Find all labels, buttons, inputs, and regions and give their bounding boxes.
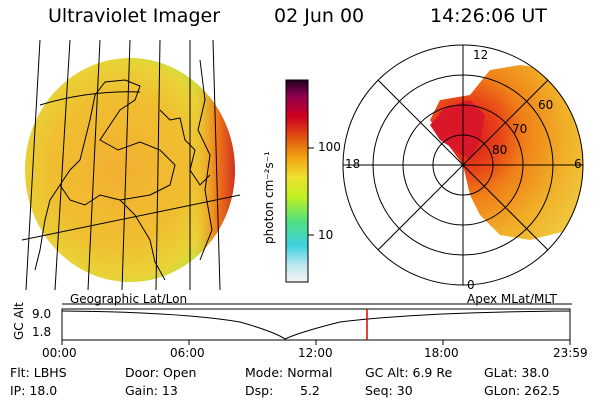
date-readout: 02 Jun 00: [274, 5, 365, 27]
polar-image: [430, 65, 583, 240]
time-readout: 14:26:06 UT: [430, 5, 547, 27]
mlat-label-80: 80: [492, 143, 508, 157]
mlt-label-0: 0: [467, 278, 475, 292]
globe-image: [25, 58, 235, 282]
colorbar-unit-label: photon cm⁻²s⁻¹: [262, 151, 276, 244]
mlt-label-12: 12: [473, 48, 489, 62]
colorbar-ticks: [308, 147, 314, 236]
left-panel-label: Geographic Lat/Lon: [70, 292, 188, 306]
info-seq: Seq: 30: [365, 383, 413, 398]
altitude-xtick-1200: 12:00: [298, 346, 333, 360]
colorbar-tick-10: 10: [318, 228, 334, 242]
altitude-ytick-1-8: 1.8: [32, 325, 52, 339]
info-gain: Gain: 13: [125, 383, 178, 398]
altitude-xtick-2359: 23:59: [553, 346, 588, 360]
info-door: Door: Open: [125, 365, 197, 380]
info-glon: GLon: 262.5: [484, 383, 560, 398]
altitude-xtick-0000: 00:00: [42, 346, 77, 360]
mlt-label-18: 18: [345, 157, 361, 171]
altitude-ylabel: GC Alt: [12, 302, 26, 340]
colorbar-tick-100: 100: [318, 140, 341, 154]
altitude-xtick-1800: 18:00: [424, 346, 459, 360]
info-flt: Flt: LBHS: [10, 365, 67, 380]
app-title: Ultraviolet Imager: [48, 5, 221, 27]
info-glat: GLat: 38.0: [484, 365, 550, 380]
mlat-label-70: 70: [512, 122, 528, 136]
geographic-grid: [21, 39, 241, 291]
info-gc-alt: GC Alt: 6.9 Re: [365, 365, 453, 380]
info-ip: IP: 18.0: [10, 383, 58, 398]
info-dsp-label: Dsp:: [245, 383, 274, 398]
altitude-plot: [61, 308, 571, 345]
info-dsp-value: 5.2: [300, 383, 320, 398]
polar-grid: [342, 44, 584, 286]
mlt-label-6: 6: [574, 157, 582, 171]
altitude-xtick-0600: 06:00: [170, 346, 205, 360]
altitude-ytick-9: 9.0: [32, 307, 52, 321]
info-mode: Mode: Normal: [245, 365, 333, 380]
right-panel-label: Apex MLat/MLT: [467, 292, 557, 306]
mlat-label-60: 60: [538, 98, 554, 112]
coastline-outline: [34, 79, 211, 281]
colorbar: [285, 79, 309, 283]
